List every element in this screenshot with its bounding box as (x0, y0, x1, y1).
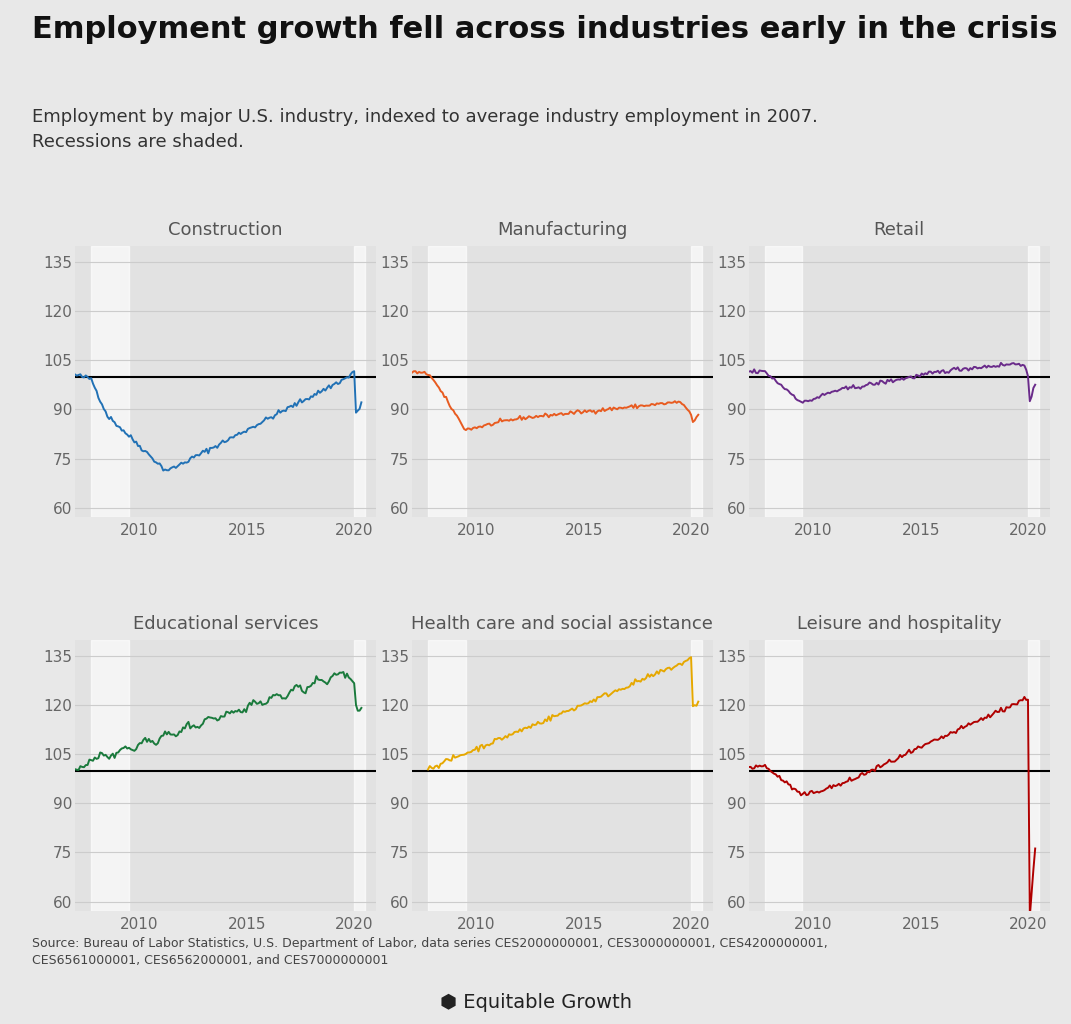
Bar (355, 246, 365, 517)
Bar (691, 246, 702, 517)
Bar (428, 640, 466, 911)
Bar (91, 640, 129, 911)
Bar (428, 246, 466, 517)
Bar (91, 246, 129, 517)
Bar (1028, 246, 1039, 517)
Text: ⬢ Equitable Growth: ⬢ Equitable Growth (439, 992, 632, 1012)
Title: Educational services: Educational services (133, 614, 318, 633)
Text: Employment growth fell across industries early in the crisis: Employment growth fell across industries… (32, 15, 1058, 44)
Title: Manufacturing: Manufacturing (497, 220, 628, 239)
Text: Employment by major U.S. industry, indexed to average industry employment in 200: Employment by major U.S. industry, index… (32, 108, 818, 151)
Bar (765, 640, 802, 911)
Bar (1028, 640, 1039, 911)
Title: Health care and social assistance: Health care and social assistance (411, 614, 713, 633)
Title: Leisure and hospitality: Leisure and hospitality (797, 614, 1001, 633)
Bar (765, 246, 802, 517)
Title: Retail: Retail (874, 220, 924, 239)
Title: Construction: Construction (168, 220, 283, 239)
Bar (355, 640, 365, 911)
Bar (691, 640, 702, 911)
Text: Source: Bureau of Labor Statistics, U.S. Department of Labor, data series CES200: Source: Bureau of Labor Statistics, U.S.… (32, 937, 828, 967)
